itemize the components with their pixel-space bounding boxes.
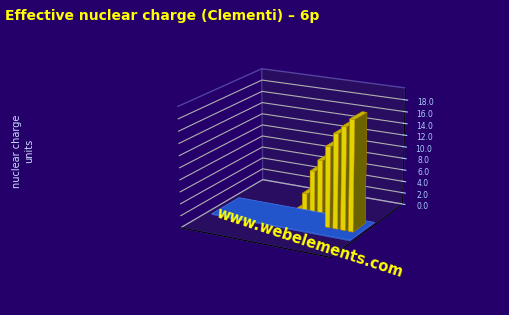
Text: www.webelements.com: www.webelements.com bbox=[214, 206, 404, 280]
Text: nuclear charge
units: nuclear charge units bbox=[12, 115, 34, 188]
Text: Effective nuclear charge (Clementi) – 6p: Effective nuclear charge (Clementi) – 6p bbox=[5, 9, 319, 23]
